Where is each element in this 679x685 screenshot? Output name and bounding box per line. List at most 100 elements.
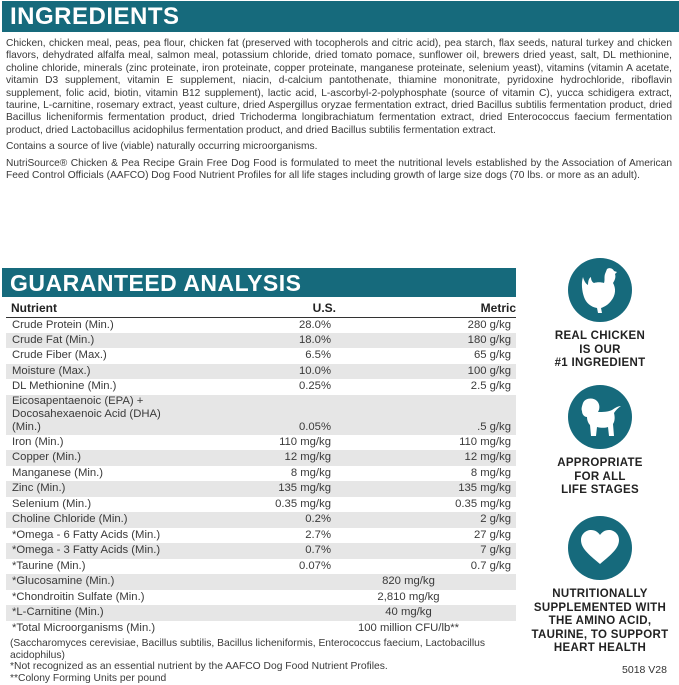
nutrient-name: Manganese (Min.): [12, 466, 104, 479]
badge-line: REAL CHICKEN: [554, 330, 646, 342]
us-value: 135 mg/kg: [186, 481, 336, 497]
metric-value: 2.5 g/kg: [470, 380, 511, 393]
header-us: U.S.: [186, 300, 336, 318]
nutrient-name: DL Methionine (Min.): [12, 380, 117, 393]
table-row: *Omega - 3 Fatty Acids (Min.) 0.7% 7 g/k…: [6, 543, 516, 559]
table-row: DL Methionine (Min.) 0.25% 2.5 g/kg: [6, 379, 516, 395]
us-value: 2.7%: [305, 528, 331, 541]
metric-value: 110 mg/kg: [459, 435, 511, 448]
us-value: 0.7%: [186, 543, 336, 559]
table-row: Iron (Min.) 110 mg/kg 110 mg/kg: [6, 435, 516, 451]
table-row: Moisture (Max.) 10.0% 100 g/kg: [6, 363, 516, 379]
microorganisms-note: Contains a source of live (viable) natur…: [6, 141, 318, 153]
metric-value: 280 g/kg: [467, 318, 511, 331]
us-value: 0.07%: [298, 559, 331, 572]
metric-value: 27 g/kg: [473, 528, 511, 541]
table-row: Crude Protein (Min.) 28.0% 280 g/kg: [6, 317, 516, 333]
nutrient-name: Crude Fat (Min.): [12, 333, 95, 346]
badge-line: HEART HEALTH: [553, 642, 647, 654]
nutrient-name: Crude Protein (Min.): [12, 318, 114, 331]
us-value: 18.0%: [186, 332, 336, 348]
guaranteed-analysis-table: Nutrient U.S. Metric Crude Protein (Min.…: [6, 300, 516, 636]
nutrient-name: *Glucosamine (Min.): [6, 574, 186, 590]
metric-value: 0.35 mg/kg: [455, 497, 511, 510]
nutrient-name: Choline Chloride (Min.): [12, 513, 128, 526]
nutrient-name: Docosahexaenoic Acid (DHA) (Min.): [12, 407, 161, 433]
metric-value: 135 mg/kg: [336, 481, 516, 497]
nutrient-name: Selenium (Min.): [12, 497, 92, 510]
nutrient-name: Zinc (Min.): [12, 482, 66, 495]
us-value: 110 mg/kg: [279, 435, 331, 448]
us-value: 0.35 mg/kg: [275, 497, 331, 510]
table-row: Zinc (Min.) 135 mg/kg 135 mg/kg: [6, 481, 516, 497]
merged-value: 820 mg/kg: [186, 574, 516, 590]
metric-value: 12 mg/kg: [336, 450, 516, 466]
table-row: *Chondroitin Sulfate (Min.) 2,810 mg/kg: [6, 590, 516, 606]
table-row: Crude Fat (Min.) 18.0% 180 g/kg: [6, 332, 516, 348]
us-value: 0.05%: [186, 394, 336, 435]
footnote: (Saccharomyces cerevisiae, Bacillus subt…: [10, 638, 485, 661]
us-value: 28.0%: [298, 318, 331, 331]
product-code: 5018 V28: [622, 664, 667, 676]
heart-icon: [568, 516, 632, 580]
metric-value: 100 g/kg: [336, 363, 516, 379]
table-row: Eicosapentaenoic (EPA) + Docosahexaenoic …: [6, 394, 516, 435]
badge-line: NUTRITIONALLY: [552, 588, 648, 600]
badge-text: REAL CHICKEN IS OUR #1 INGREDIENT: [530, 330, 670, 371]
badge-text: APPROPRIATE FOR ALL LIFE STAGES: [530, 457, 670, 498]
table-row: *Omega - 6 Fatty Acids (Min.) 2.7% 27 g/…: [6, 528, 516, 544]
ingredients-section: Chicken, chicken meal, peas, pea flour, …: [6, 38, 672, 182]
us-value: 10.0%: [186, 363, 336, 379]
nutrient-name: Copper (Min.): [12, 451, 82, 464]
nutrient-name: Crude Fiber (Max.): [12, 349, 107, 362]
table-row: Manganese (Min.) 8 mg/kg 8 mg/kg: [6, 466, 516, 482]
metric-value: 0.7 g/kg: [470, 559, 511, 572]
us-value: 0.2%: [186, 512, 336, 528]
badge-line: FOR ALL: [574, 470, 626, 483]
badge-text: NUTRITIONALLY SUPPLEMENTED WITH THE AMINO …: [530, 588, 670, 656]
badge-line: THE AMINO ACID,: [548, 615, 652, 627]
table-row: *L-Carnitine (Min.) 40 mg/kg: [6, 605, 516, 621]
guaranteed-analysis-section: Nutrient U.S. Metric Crude Protein (Min.…: [6, 300, 516, 685]
merged-value: 100 million CFU/lb**: [357, 621, 460, 634]
guaranteed-analysis-heading: GUARANTEED ANALYSIS: [2, 268, 516, 297]
metric-value: 8 mg/kg: [470, 466, 511, 479]
nutrient-name: *Taurine (Min.): [12, 559, 86, 572]
metric-value: 7 g/kg: [336, 543, 516, 559]
us-value: 8 mg/kg: [290, 466, 331, 479]
metric-value: 65 g/kg: [473, 349, 511, 362]
us-value: 12 mg/kg: [186, 450, 336, 466]
metric-value: .5 g/kg: [336, 394, 516, 435]
badge-line: SUPPLEMENTED WITH: [533, 601, 667, 614]
table-row: *Total Microorganisms (Min.) 100 million…: [6, 621, 516, 637]
badge-line: IS OUR: [579, 343, 621, 356]
nutrient-name: *Omega - 3 Fatty Acids (Min.): [12, 544, 161, 557]
nutrient-name: *Total Microorganisms (Min.): [12, 621, 156, 634]
metric-value: 180 g/kg: [336, 332, 516, 348]
footnotes: (Saccharomyces cerevisiae, Bacillus subt…: [6, 638, 506, 685]
header-nutrient: Nutrient: [6, 300, 186, 318]
badge-line: APPROPRIATE: [557, 457, 643, 469]
badge-line: #1 INGREDIENT: [554, 357, 646, 369]
badge-line: LIFE STAGES: [561, 484, 639, 496]
badge-heart-health: NUTRITIONALLY SUPPLEMENTED WITH THE AMINO …: [530, 516, 670, 656]
merged-value: 2,810 mg/kg: [377, 590, 440, 603]
metric-value: 2 g/kg: [336, 512, 516, 528]
badge-real-chicken: REAL CHICKEN IS OUR #1 INGREDIENT: [530, 258, 670, 371]
table-row: Crude Fiber (Max.) 6.5% 65 g/kg: [6, 348, 516, 364]
footnote: *Not recognized as an essential nutrient…: [10, 661, 388, 673]
aafco-statement: NutriSource® Chicken & Pea Recipe Grain …: [6, 157, 672, 182]
nutrient-name: *L-Carnitine (Min.): [6, 605, 186, 621]
badge-line: TAURINE, TO SUPPORT: [531, 628, 669, 641]
header-metric: Metric: [336, 300, 516, 318]
badge-life-stages: APPROPRIATE FOR ALL LIFE STAGES: [530, 385, 670, 498]
nutrient-name: *Chondroitin Sulfate (Min.): [12, 590, 145, 603]
puppy-icon: [568, 385, 632, 449]
table-row: Choline Chloride (Min.) 0.2% 2 g/kg: [6, 512, 516, 528]
ingredients-heading: INGREDIENTS: [2, 1, 679, 32]
table-row: *Taurine (Min.) 0.07% 0.7 g/kg: [6, 559, 516, 575]
ingredients-list: Chicken, chicken meal, peas, pea flour, …: [6, 38, 672, 136]
nutrient-name: Iron (Min.): [12, 435, 64, 448]
nutrient-name: Moisture (Max.): [12, 364, 91, 377]
table-row: *Glucosamine (Min.) 820 mg/kg: [6, 574, 516, 590]
